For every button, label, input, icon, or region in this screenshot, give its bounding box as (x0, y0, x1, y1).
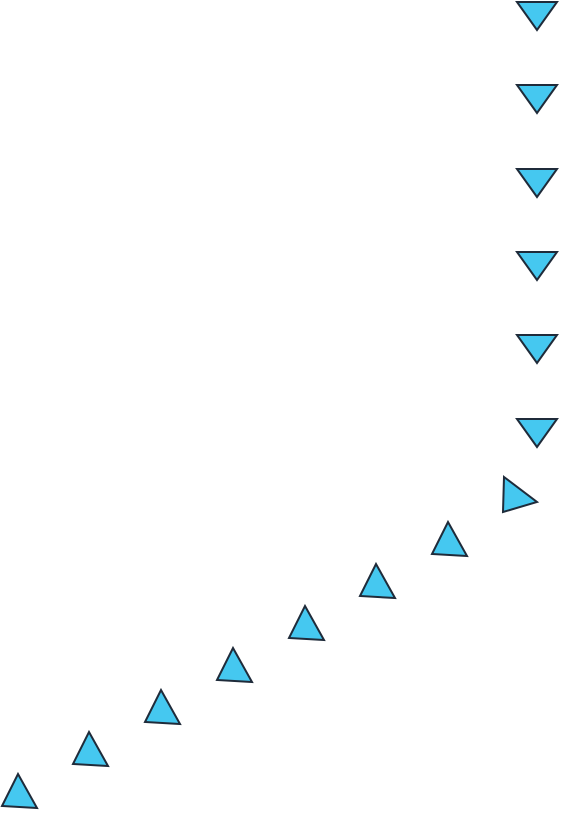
triangle-down-icon (515, 84, 559, 115)
triangle-down-icon (515, 1, 559, 32)
triangle-up-icon (287, 603, 326, 642)
triangle-up-icon (143, 687, 182, 726)
triangle-up-icon (430, 519, 469, 558)
triangle-up-icon (0, 771, 39, 810)
triangle-down-icon (515, 418, 559, 449)
triangle-down-icon (515, 251, 559, 282)
triangle-down-icon (515, 168, 559, 199)
triangle-right-icon (501, 475, 540, 514)
triangle-down-icon (515, 334, 559, 365)
triangle-up-icon (71, 729, 110, 768)
triangle-up-icon (358, 561, 397, 600)
triangle-up-icon (215, 645, 254, 684)
